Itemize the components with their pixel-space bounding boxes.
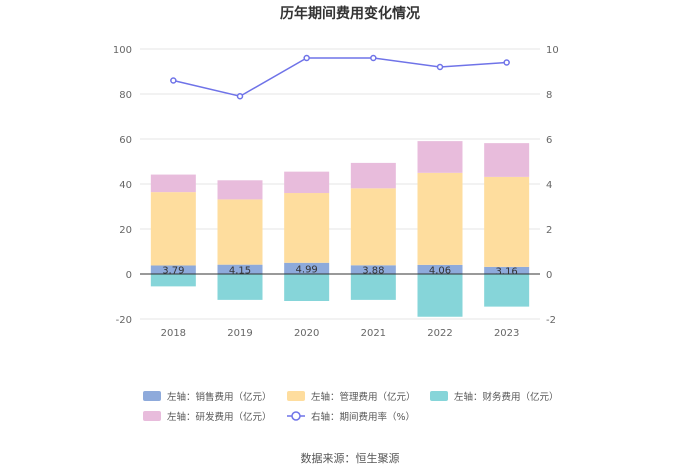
legend-swatch <box>430 391 448 401</box>
right-tick-label: 6 <box>546 135 552 146</box>
bar-data-label: 3.16 <box>496 266 518 277</box>
bar-data-label: 4.15 <box>229 265 251 276</box>
bar-segment <box>484 266 530 274</box>
rate-line <box>173 57 507 98</box>
bar-data-label: 4.99 <box>296 264 318 275</box>
right-axis-ticks: -2 0 2 4 6 8 10 <box>546 45 559 326</box>
rate-point <box>236 93 244 100</box>
legend-swatch <box>287 391 305 401</box>
bar-segment <box>284 193 330 263</box>
legend-item: 右轴：期间费用率（%） <box>287 411 415 423</box>
bar-segment <box>484 143 530 177</box>
bar-data-label: 4.06 <box>429 265 451 276</box>
bar-segment <box>350 188 396 266</box>
bar-segment <box>350 162 396 189</box>
legend-item: 左轴：研发费用（亿元） <box>143 411 272 423</box>
bar-segment <box>150 265 196 274</box>
legend-label: 左轴：销售费用（亿元） <box>167 391 272 403</box>
left-tick-label: -20 <box>116 315 132 326</box>
right-tick-label: 4 <box>546 180 552 191</box>
left-tick-label: 0 <box>126 270 132 281</box>
bar-segment <box>150 174 196 193</box>
bar-data-label: 3.88 <box>362 266 384 277</box>
right-tick-label: -2 <box>546 315 556 326</box>
bar-group <box>150 141 530 317</box>
right-tick-label: 0 <box>546 270 552 281</box>
left-tick-label: 100 <box>113 45 132 56</box>
bar-segment <box>417 264 463 274</box>
grid-lines <box>140 48 540 320</box>
legend-item: 左轴：管理费用（亿元） <box>287 391 416 403</box>
bar-segment <box>150 274 196 287</box>
x-tick-label: 2020 <box>294 328 319 339</box>
x-tick-label: 2018 <box>161 328 186 339</box>
legend-label: 左轴：研发费用（亿元） <box>167 411 272 423</box>
x-tick-label: 2022 <box>427 328 452 339</box>
x-axis-ticks: 2018 2019 2020 2021 2022 2023 <box>161 328 520 339</box>
left-tick-label: 40 <box>119 180 132 191</box>
left-axis-ticks: -20 0 20 40 60 80 100 <box>113 45 132 326</box>
rate-point <box>370 54 377 62</box>
line-series-group <box>170 54 510 100</box>
legend: 左轴：销售费用（亿元） 左轴：管理费用（亿元） 左轴：财务费用（亿元） 左轴：研发费用… <box>143 391 559 423</box>
x-tick-label: 2021 <box>361 328 386 339</box>
bar-segment <box>217 264 263 274</box>
rate-point <box>303 54 310 62</box>
bar-segment <box>284 262 330 274</box>
bar-segment <box>284 274 330 301</box>
legend-label: 左轴：财务费用（亿元） <box>454 391 559 403</box>
x-tick-label: 2019 <box>227 328 252 339</box>
bar-segment <box>484 274 530 307</box>
legend-label: 右轴：期间费用率（%） <box>311 411 415 423</box>
x-tick-label: 2023 <box>494 328 519 339</box>
bar-segment <box>284 171 330 194</box>
left-tick-label: 20 <box>119 225 132 236</box>
rate-point <box>170 77 177 84</box>
legend-item: 左轴：销售费用（亿元） <box>143 391 272 403</box>
legend-label: 左轴：管理费用（亿元） <box>311 391 416 403</box>
right-tick-label: 10 <box>546 45 559 56</box>
right-tick-label: 8 <box>546 90 552 101</box>
bar-segment <box>217 274 263 300</box>
legend-marker <box>291 411 301 421</box>
legend-swatch <box>143 411 161 421</box>
legend-item: 左轴：财务费用（亿元） <box>430 391 559 403</box>
bar-segment <box>350 265 396 274</box>
bar-segment <box>150 192 196 266</box>
bar-segment <box>484 176 530 267</box>
legend-swatch <box>143 391 161 401</box>
bar-segment <box>417 141 463 173</box>
bar-segment <box>217 199 263 265</box>
chart-title: 历年期间费用变化情况 <box>280 5 420 22</box>
bar-data-label: 3.79 <box>162 266 184 277</box>
rate-point <box>436 63 444 71</box>
bar-segment <box>350 274 396 300</box>
bar-segment <box>417 172 463 265</box>
right-tick-label: 2 <box>546 225 552 236</box>
bar-label-group: 3.79 4.15 4.99 3.88 4.06 3.16 <box>162 264 518 277</box>
bar-segment <box>417 274 463 317</box>
left-tick-label: 80 <box>119 90 132 101</box>
bar-segment <box>217 180 263 200</box>
rate-point <box>503 59 510 66</box>
source-note: 数据来源：恒生聚源 <box>301 451 400 465</box>
left-tick-label: 60 <box>119 135 132 146</box>
